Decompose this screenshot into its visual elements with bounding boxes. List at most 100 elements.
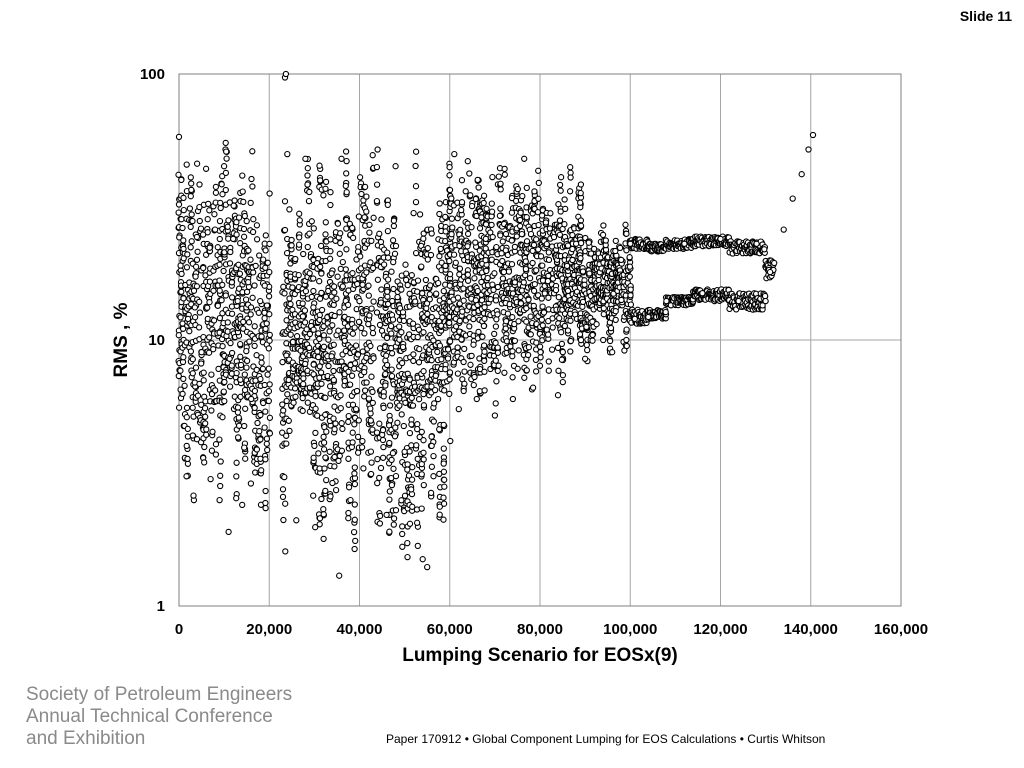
- data-point: [376, 345, 384, 352]
- data-point: [374, 479, 381, 487]
- data-point: [483, 267, 490, 275]
- series-point: [509, 395, 517, 403]
- data-point: [266, 240, 273, 248]
- data-point: [249, 228, 257, 236]
- data-point: [586, 270, 593, 277]
- data-point: [288, 236, 295, 244]
- data-point: [380, 443, 387, 451]
- data-point: [460, 358, 467, 366]
- data-point: [180, 354, 187, 361]
- data-point: [292, 393, 299, 400]
- data-point: [461, 345, 468, 353]
- data-point: [369, 388, 376, 396]
- data-point: [499, 275, 507, 282]
- data-point: [219, 191, 226, 198]
- data-point: [194, 392, 202, 399]
- data-point: [426, 291, 433, 298]
- data-point: [626, 273, 633, 280]
- data-point: [250, 216, 257, 223]
- data-point: [222, 139, 229, 147]
- data-point: [464, 277, 472, 284]
- data-point: [370, 214, 377, 221]
- data-point: [410, 351, 417, 358]
- data-point: [532, 368, 540, 375]
- data-point: [482, 257, 489, 264]
- data-point: [382, 382, 389, 389]
- data-point: [283, 249, 291, 257]
- data-point: [339, 283, 346, 290]
- data-point: [612, 237, 619, 245]
- data-point: [337, 392, 344, 399]
- data-point: [627, 286, 634, 293]
- data-point: [317, 242, 325, 250]
- data-point: [178, 288, 185, 295]
- data-point: [569, 245, 576, 253]
- data-point: [262, 325, 269, 333]
- data-point: [577, 336, 585, 344]
- data-point: [488, 208, 496, 215]
- series-point: [293, 517, 300, 524]
- data-point: [255, 309, 262, 316]
- data-point: [472, 195, 479, 203]
- data-point: [555, 294, 562, 301]
- data-point: [351, 421, 358, 428]
- data-point: [222, 169, 230, 177]
- data-point: [261, 315, 268, 322]
- series-point: [365, 282, 372, 289]
- data-point: [436, 511, 443, 518]
- data-point: [481, 304, 488, 311]
- data-point: [290, 399, 297, 406]
- data-point: [358, 190, 365, 198]
- x-axis-title: Lumping Scenario for EOSx(9): [402, 645, 678, 666]
- data-point: [336, 309, 343, 316]
- data-point: [283, 440, 290, 447]
- data-point: [622, 221, 629, 228]
- data-point: [418, 428, 425, 436]
- data-point: [333, 295, 340, 302]
- data-point: [462, 188, 469, 195]
- data-point: [481, 357, 488, 365]
- series-point: [347, 496, 354, 504]
- data-point: [178, 270, 185, 278]
- data-point: [521, 374, 528, 381]
- data-point: [183, 442, 190, 450]
- data-point: [593, 321, 600, 328]
- data-point: [336, 250, 343, 257]
- data-point: [187, 223, 194, 231]
- data-point: [212, 189, 220, 196]
- data-point: [175, 201, 183, 208]
- data-point: [241, 444, 248, 451]
- data-point: [304, 172, 311, 179]
- data-point: [315, 330, 322, 337]
- data-point: [606, 337, 614, 345]
- data-point: [351, 324, 358, 331]
- data-point: [230, 202, 237, 209]
- data-point: [315, 450, 322, 457]
- data-point: [301, 307, 309, 314]
- data-point: [334, 273, 341, 280]
- data-point: [456, 317, 463, 325]
- data-point: [184, 455, 191, 463]
- data-point: [456, 265, 464, 272]
- data-point: [761, 292, 769, 300]
- data-point: [212, 183, 220, 191]
- data-point: [310, 454, 317, 461]
- data-point: [426, 296, 433, 303]
- data-point: [529, 384, 537, 391]
- data-point: [494, 349, 502, 356]
- data-point: [368, 305, 375, 312]
- data-point: [317, 369, 325, 376]
- data-point: [526, 275, 534, 282]
- data-point: [384, 249, 391, 256]
- data-point: [576, 331, 584, 338]
- data-point: [516, 222, 524, 230]
- data-point: [420, 235, 427, 242]
- data-point: [281, 290, 288, 297]
- data-point: [193, 256, 201, 263]
- data-point: [243, 364, 250, 371]
- data-point: [310, 361, 317, 368]
- data-point: [327, 201, 334, 209]
- data-point: [520, 279, 527, 286]
- data-point: [201, 459, 208, 466]
- data-point: [310, 225, 317, 232]
